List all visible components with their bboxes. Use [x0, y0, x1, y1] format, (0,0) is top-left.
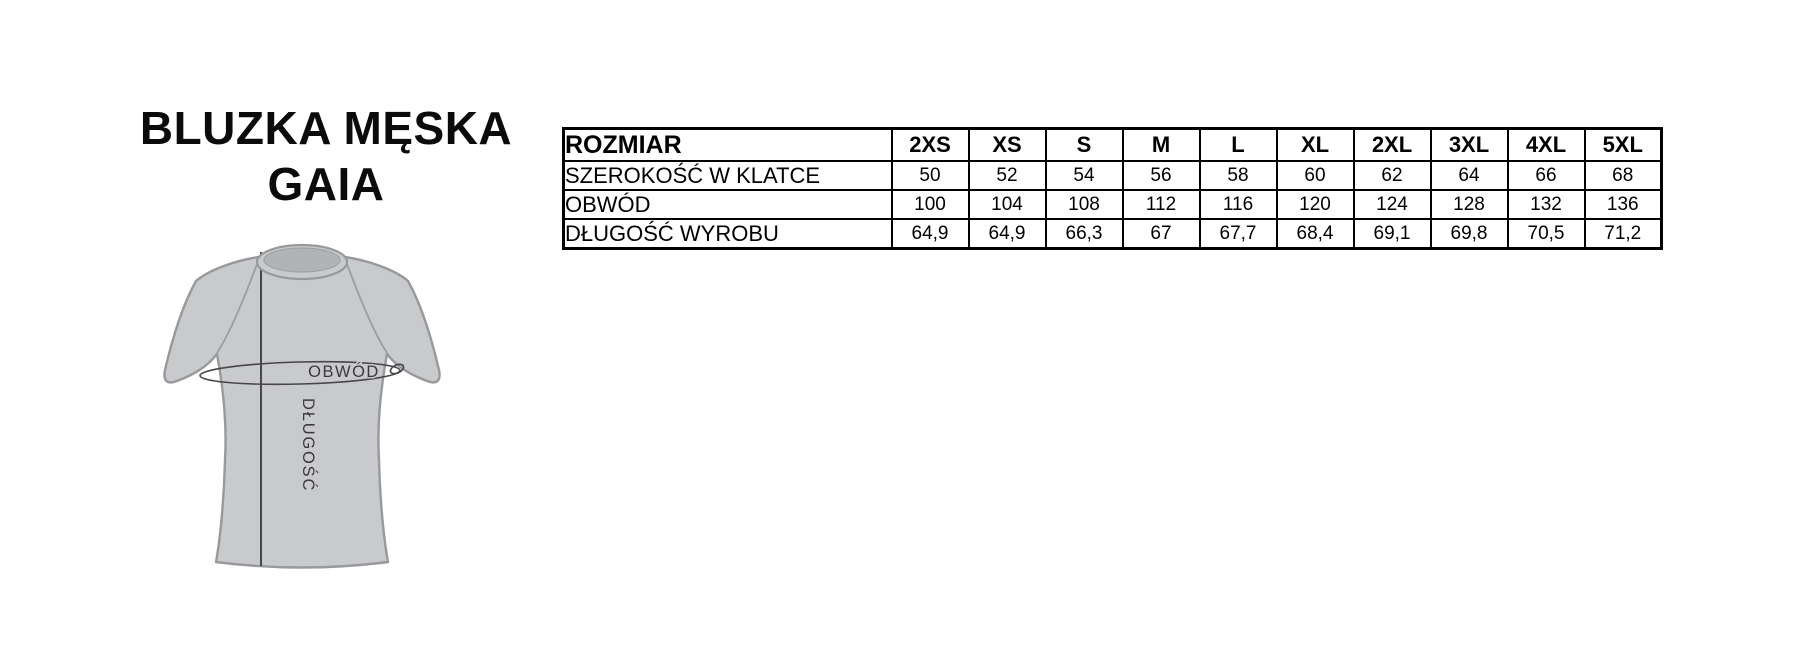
size-header-xs: XS — [967, 127, 1047, 162]
value-cell: 104 — [967, 189, 1047, 220]
value-cell: 58 — [1198, 160, 1278, 191]
value-cell: 69,8 — [1429, 218, 1509, 250]
value-cell: 67,7 — [1198, 218, 1278, 250]
tshirt-body-shape — [163, 255, 441, 569]
table-row-garment-length: DŁUGOŚĆ WYROBU 64,9 64,9 66,3 67 67,7 68… — [562, 218, 1663, 250]
right-sleeve-seam — [344, 258, 388, 354]
value-cell: 54 — [1044, 160, 1124, 191]
value-cell: 68 — [1583, 160, 1663, 191]
value-cell: 67 — [1121, 218, 1201, 250]
value-cell: 124 — [1352, 189, 1432, 220]
row-label: OBWÓD — [562, 189, 893, 220]
value-cell: 68,4 — [1275, 218, 1355, 250]
tshirt-back-diagram: OBWÓD DŁUGOŚĆ — [163, 243, 441, 569]
value-cell: 64 — [1429, 160, 1509, 191]
value-cell: 69,1 — [1352, 218, 1432, 250]
size-header-2xs: 2XS — [890, 127, 970, 162]
row-label: DŁUGOŚĆ WYROBU — [562, 218, 893, 250]
value-cell: 116 — [1198, 189, 1278, 220]
value-cell: 132 — [1506, 189, 1586, 220]
value-cell: 64,9 — [890, 218, 970, 250]
left-sleeve-seam — [216, 258, 260, 354]
value-cell: 100 — [890, 189, 970, 220]
circumference-measure-line — [199, 360, 401, 386]
value-cell: 112 — [1121, 189, 1201, 220]
size-header-5xl: 5XL — [1583, 127, 1663, 162]
value-cell: 52 — [967, 160, 1047, 191]
size-header-4xl: 4XL — [1506, 127, 1586, 162]
product-title: BLUZKA MĘSKA GAIA — [112, 100, 540, 212]
value-cell: 71,2 — [1583, 218, 1663, 250]
value-cell: 128 — [1429, 189, 1509, 220]
size-header-xl: XL — [1275, 127, 1355, 162]
product-title-line2: GAIA — [267, 158, 385, 210]
value-cell: 64,9 — [967, 218, 1047, 250]
value-cell: 70,5 — [1506, 218, 1586, 250]
size-table: ROZMIAR 2XS XS S M L XL 2XL 3XL 4XL 5XL … — [562, 127, 1663, 250]
table-header-row: ROZMIAR 2XS XS S M L XL 2XL 3XL 4XL 5XL — [562, 127, 1663, 162]
value-cell: 136 — [1583, 189, 1663, 220]
size-header-m: M — [1121, 127, 1201, 162]
circumference-line-end-loop — [389, 363, 405, 375]
value-cell: 60 — [1275, 160, 1355, 191]
value-cell: 56 — [1121, 160, 1201, 191]
size-header-2xl: 2XL — [1352, 127, 1432, 162]
value-cell: 120 — [1275, 189, 1355, 220]
circumference-label: OBWÓD — [308, 362, 380, 381]
size-header-3xl: 3XL — [1429, 127, 1509, 162]
value-cell: 66,3 — [1044, 218, 1124, 250]
size-header-l: L — [1198, 127, 1278, 162]
product-title-line1: BLUZKA MĘSKA — [139, 102, 513, 154]
table-corner-header: ROZMIAR — [562, 127, 893, 162]
length-label: DŁUGOŚĆ — [299, 398, 318, 492]
value-cell: 66 — [1506, 160, 1586, 191]
value-cell: 50 — [890, 160, 970, 191]
value-cell: 62 — [1352, 160, 1432, 191]
collar-opening — [263, 247, 341, 273]
row-label: SZEROKOŚĆ W KLATCE — [562, 160, 893, 191]
value-cell: 108 — [1044, 189, 1124, 220]
size-header-s: S — [1044, 127, 1124, 162]
table-row-chest-width: SZEROKOŚĆ W KLATCE 50 52 54 56 58 60 62 … — [562, 160, 1663, 191]
table-row-circumference: OBWÓD 100 104 108 112 116 120 124 128 13… — [562, 189, 1663, 220]
